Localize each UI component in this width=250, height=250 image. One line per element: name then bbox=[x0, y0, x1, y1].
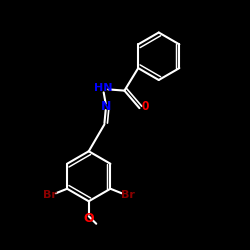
Text: O: O bbox=[141, 100, 149, 113]
Text: HN: HN bbox=[94, 83, 113, 93]
Text: N: N bbox=[100, 100, 111, 113]
Text: Br: Br bbox=[43, 190, 56, 200]
Text: Br: Br bbox=[121, 190, 135, 200]
Text: O: O bbox=[84, 212, 94, 225]
